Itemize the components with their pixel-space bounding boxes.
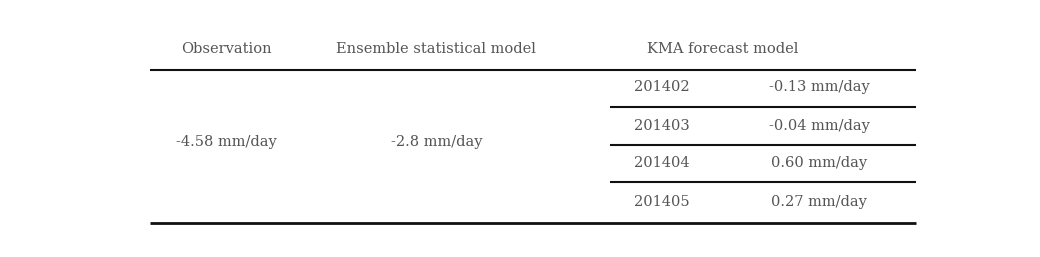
Text: Observation: Observation (181, 42, 272, 56)
Text: -0.13 mm/day: -0.13 mm/day (769, 80, 869, 94)
Text: KMA forecast model: KMA forecast model (647, 42, 798, 56)
Text: 0.27 mm/day: 0.27 mm/day (772, 195, 867, 209)
Text: -2.8 mm/day: -2.8 mm/day (391, 135, 482, 149)
Text: 201402: 201402 (634, 80, 690, 94)
Text: Ensemble statistical model: Ensemble statistical model (336, 42, 537, 56)
Text: -4.58 mm/day: -4.58 mm/day (177, 135, 277, 149)
Text: 201404: 201404 (634, 157, 690, 170)
Text: -0.04 mm/day: -0.04 mm/day (769, 119, 869, 133)
Text: 201405: 201405 (634, 195, 690, 209)
Text: 0.60 mm/day: 0.60 mm/day (771, 157, 867, 170)
Text: 201403: 201403 (634, 119, 690, 133)
